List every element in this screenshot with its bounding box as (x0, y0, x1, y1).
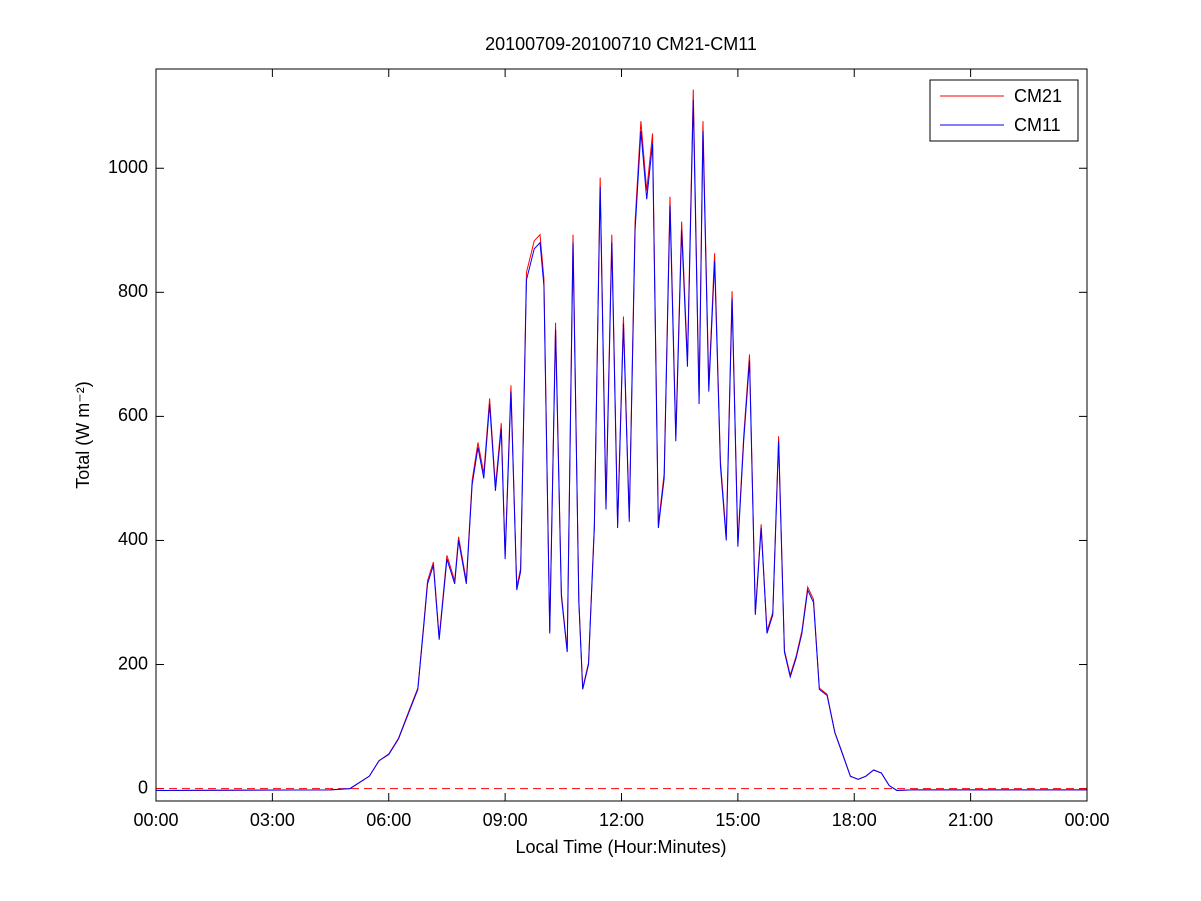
y-tick-label: 600 (118, 405, 148, 425)
x-tick-label: 09:00 (483, 810, 528, 830)
legend-box (929, 79, 1079, 142)
series-line (155, 100, 1087, 791)
x-tick-label: 03:00 (250, 810, 295, 830)
x-tick-label: 00:00 (1064, 810, 1109, 830)
legend-label: CM11 (1014, 115, 1061, 135)
x-axis-label: Local Time (Hour:Minutes) (515, 837, 726, 857)
x-tick-label: 12:00 (599, 810, 644, 830)
y-tick-label: 200 (118, 653, 148, 673)
axes-box (155, 68, 1088, 802)
legend-label: CM21 (1014, 86, 1062, 106)
chart-title: 20100709-20100710 CM21-CM11 (485, 34, 757, 54)
x-tick-label: 21:00 (948, 810, 993, 830)
y-tick-label: 400 (118, 529, 148, 549)
y-tick-label: 800 (118, 281, 148, 301)
y-axis-label: Total (W m⁻²) (73, 381, 93, 489)
x-tick-label: 06:00 (366, 810, 411, 830)
x-tick-label: 15:00 (715, 810, 760, 830)
x-tick-label: 18:00 (832, 810, 877, 830)
x-tick-label: 00:00 (133, 810, 178, 830)
y-tick-label: 1000 (108, 157, 148, 177)
y-tick-label: 0 (138, 777, 148, 797)
